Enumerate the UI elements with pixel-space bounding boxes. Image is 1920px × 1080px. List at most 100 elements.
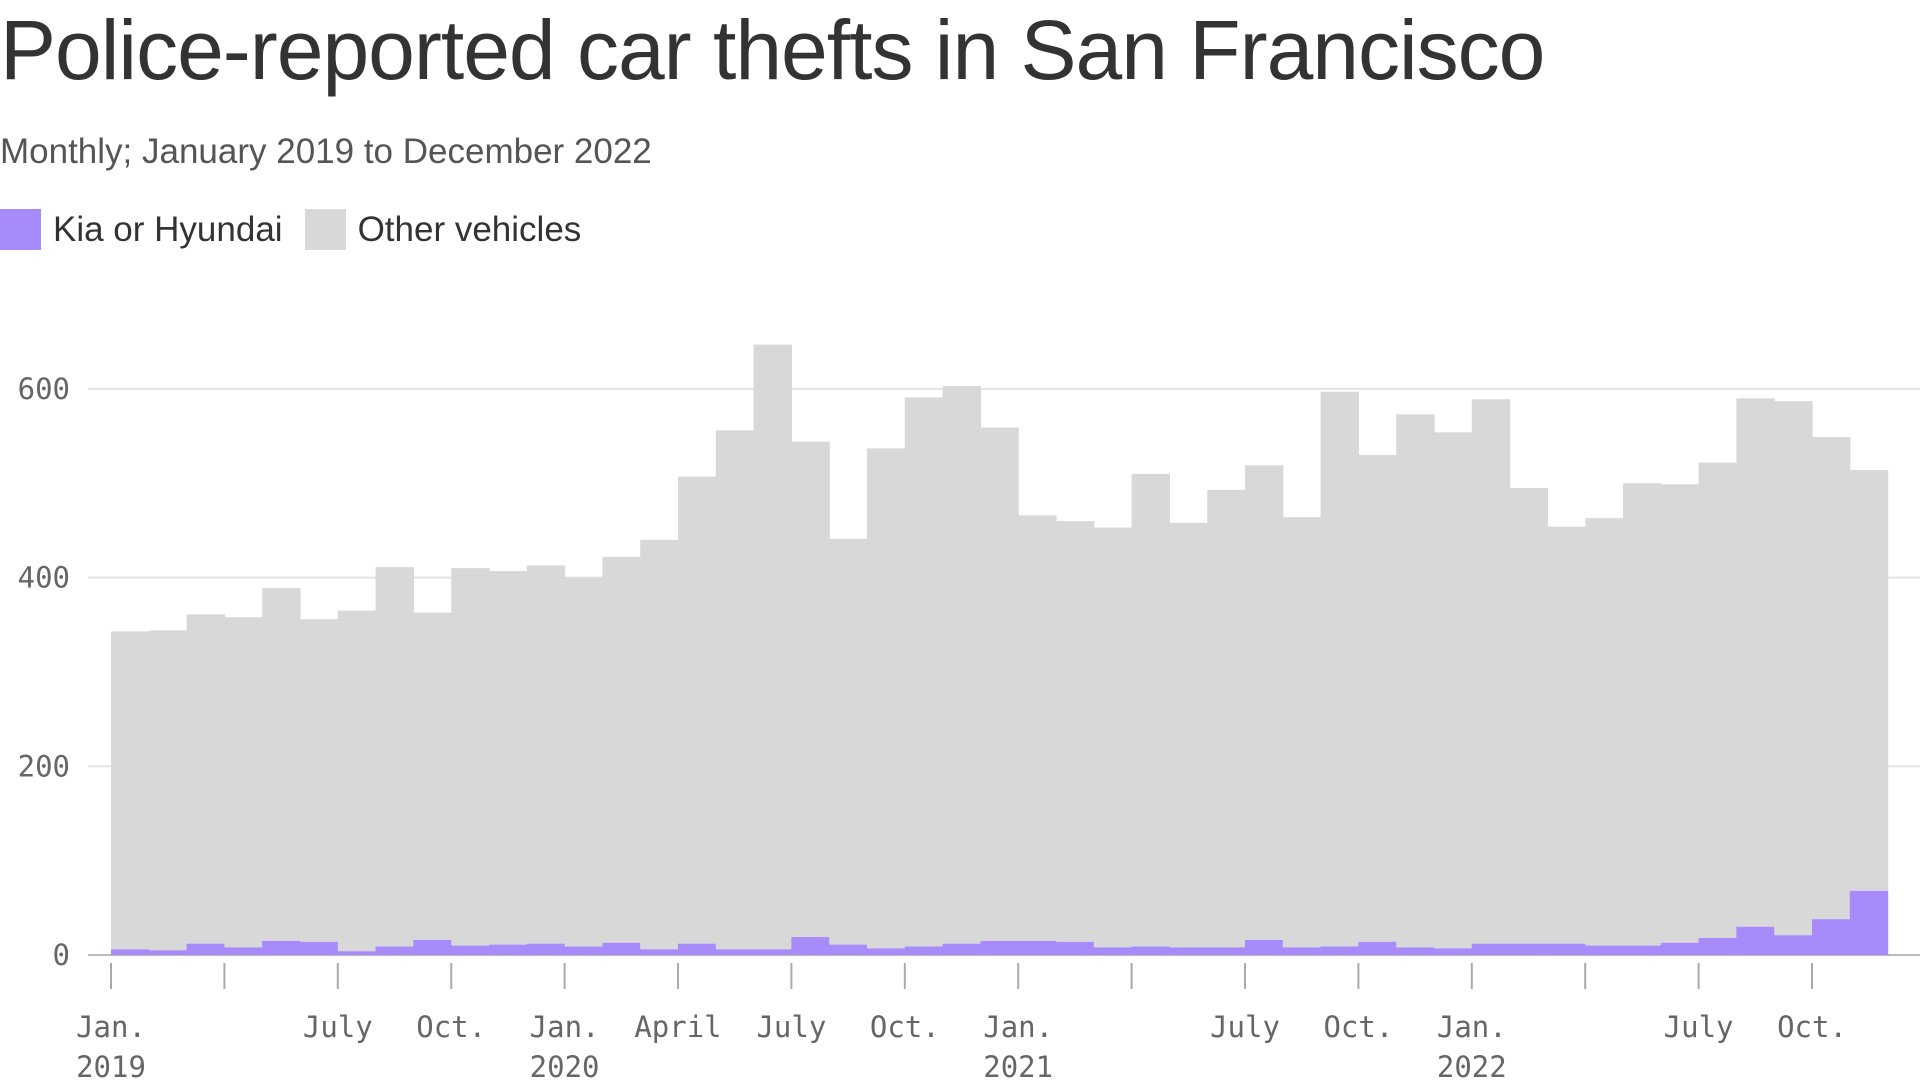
bar-other-vehicles (829, 538, 868, 945)
bar-kia-hyundai (262, 940, 301, 955)
bar-other-vehicles (1849, 470, 1889, 891)
bar-kia-hyundai (1131, 946, 1170, 955)
bar-kia-hyundai (1282, 947, 1322, 955)
legend-item-other-vehicles: Other vehicles (304, 209, 582, 250)
x-tick-label: July (303, 1010, 373, 1044)
bar-kia-hyundai (1056, 941, 1095, 955)
legend: Kia or Hyundai Other vehicles (0, 209, 603, 250)
bar-kia-hyundai (1093, 947, 1133, 955)
x-tick-label: July (756, 1010, 826, 1044)
legend-label-kia-hyundai: Kia or Hyundai (53, 209, 283, 249)
x-tick-year-label: 2021 (983, 1050, 1053, 1080)
bar-other-vehicles (148, 630, 188, 951)
bar-other-vehicles (867, 448, 906, 949)
x-tick-label: Oct. (1777, 1010, 1847, 1044)
bar-kia-hyundai (337, 951, 377, 955)
bar-other-vehicles (1018, 515, 1057, 941)
chart-title: Police-reported car thefts in San Franci… (0, 3, 1545, 97)
bar-kia-hyundai (1849, 890, 1889, 955)
bar-other-vehicles (1396, 414, 1435, 948)
bar-kia-hyundai (375, 946, 414, 955)
x-tick-label: Jan. (530, 1010, 600, 1044)
bar-other-vehicles (300, 619, 339, 942)
bar-other-vehicles (1093, 527, 1133, 948)
bar-kia-hyundai (148, 950, 188, 955)
bar-other-vehicles (904, 397, 944, 947)
bar-other-vehicles (1736, 398, 1775, 927)
bar-other-vehicles (451, 568, 490, 946)
bar-other-vehicles (1471, 399, 1511, 944)
bar-other-vehicles (678, 476, 717, 944)
bar-other-vehicles (1207, 489, 1246, 948)
y-tick-label-200: 200 (18, 749, 70, 783)
bar-other-vehicles (1812, 437, 1851, 920)
x-tick-label: Oct. (870, 1010, 940, 1044)
bar-kia-hyundai (300, 941, 339, 955)
bar-kia-hyundai (1471, 943, 1511, 955)
x-tick-label: Jan. (76, 1010, 146, 1044)
bar-kia-hyundai (1509, 943, 1548, 955)
bar-kia-hyundai (413, 939, 452, 955)
bar-other-vehicles (564, 577, 603, 947)
bar-kia-hyundai (1245, 939, 1284, 955)
bar-other-vehicles (1774, 401, 1813, 936)
bar-other-vehicles (337, 610, 377, 952)
bar-kia-hyundai (1169, 947, 1208, 955)
x-tick-label: Jan. (1437, 1010, 1507, 1044)
bar-other-vehicles (489, 570, 528, 945)
bar-kia-hyundai (1207, 947, 1246, 955)
bar-other-vehicles (224, 617, 263, 948)
bar-kia-hyundai (640, 949, 679, 955)
bar-kia-hyundai (678, 943, 717, 955)
legend-label-other-vehicles: Other vehicles (357, 209, 582, 249)
bar-other-vehicles (526, 565, 566, 944)
bar-kia-hyundai (753, 949, 792, 955)
bar-other-vehicles (1169, 522, 1208, 948)
bar-kia-hyundai (451, 945, 490, 955)
bar-kia-hyundai (1585, 945, 1624, 955)
bar-other-vehicles (753, 344, 792, 950)
axis-layer: 0 200 400 600 Jan. 2019 July Oct. Jan. 2020 April J… (18, 372, 1847, 1080)
bar-other-vehicles (1585, 518, 1624, 946)
bar-kia-hyundai (489, 944, 528, 955)
x-tick-label: Oct. (1323, 1010, 1393, 1044)
bar-kia-hyundai (1660, 942, 1700, 955)
bar-other-vehicles (1698, 462, 1737, 939)
bar-other-vehicles (1056, 520, 1095, 942)
bar-other-vehicles (262, 587, 301, 941)
bar-other-vehicles (111, 631, 150, 950)
x-tick-label: Oct. (416, 1010, 486, 1044)
x-tick-year-label: 2022 (1437, 1050, 1507, 1080)
bar-other-vehicles (1131, 473, 1170, 947)
bar-other-vehicles (1434, 432, 1473, 949)
x-tick-year-label: 2020 (530, 1050, 600, 1080)
x-tick-year-label: 2019 (76, 1050, 146, 1080)
bar-kia-hyundai (1547, 943, 1586, 955)
bar-kia-hyundai (1698, 938, 1737, 955)
bar-other-vehicles (413, 612, 452, 940)
bar-kia-hyundai (867, 948, 906, 955)
bar-other-vehicles (1623, 483, 1662, 946)
bar-kia-hyundai (829, 944, 868, 955)
bar-other-vehicles (942, 386, 981, 944)
legend-swatch-kia-hyundai (0, 209, 41, 250)
bar-kia-hyundai (564, 946, 603, 955)
bar-kia-hyundai (1358, 941, 1397, 955)
bar-kia-hyundai (1018, 940, 1057, 955)
bar-other-vehicles (1660, 484, 1700, 943)
x-tick-label: July (1210, 1010, 1280, 1044)
bar-other-vehicles (1358, 454, 1397, 942)
bar-kia-hyundai (1434, 948, 1473, 955)
bar-kia-hyundai (602, 942, 641, 955)
bar-other-vehicles (640, 539, 679, 950)
bar-other-vehicles (1282, 517, 1322, 948)
legend-swatch-other-vehicles (304, 209, 346, 250)
bar-kia-hyundai (791, 937, 830, 955)
x-tick-label: April (634, 1010, 721, 1044)
bar-other-vehicles (186, 614, 225, 944)
bar-kia-hyundai (1623, 945, 1662, 955)
y-tick-label-400: 400 (18, 561, 70, 595)
legend-item-kia-hyundai: Kia or Hyundai (0, 209, 283, 250)
bar-kia-hyundai (1812, 919, 1851, 955)
x-tick-label: July (1664, 1010, 1734, 1044)
